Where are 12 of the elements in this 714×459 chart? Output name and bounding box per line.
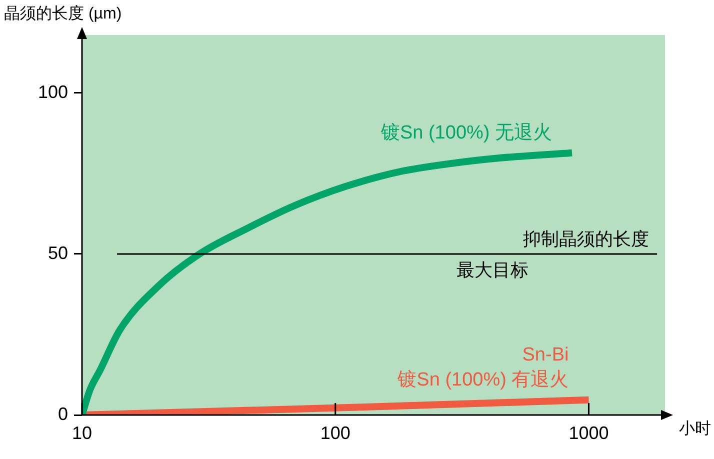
x-tick-label: 1000 [568, 422, 609, 443]
x-tick-label: 100 [320, 422, 350, 443]
y-tick-label: 50 [48, 242, 68, 263]
series-label: Sn-Bi 镀Sn (100%) 有退火 [396, 344, 569, 391]
x-tick-label: 10 [72, 422, 92, 443]
x-axis-title: 小时 [679, 419, 711, 438]
series-label: 镀Sn (100%) 无退火 [380, 122, 552, 144]
ref-line-label: 抑制晶须的长度 [523, 228, 649, 249]
y-tick-label: 100 [38, 82, 68, 102]
y-tick-label: 0 [58, 404, 68, 424]
annotation: 最大目标 [456, 260, 528, 280]
y-axis-title: 晶须的长度 (µm) [4, 4, 122, 22]
